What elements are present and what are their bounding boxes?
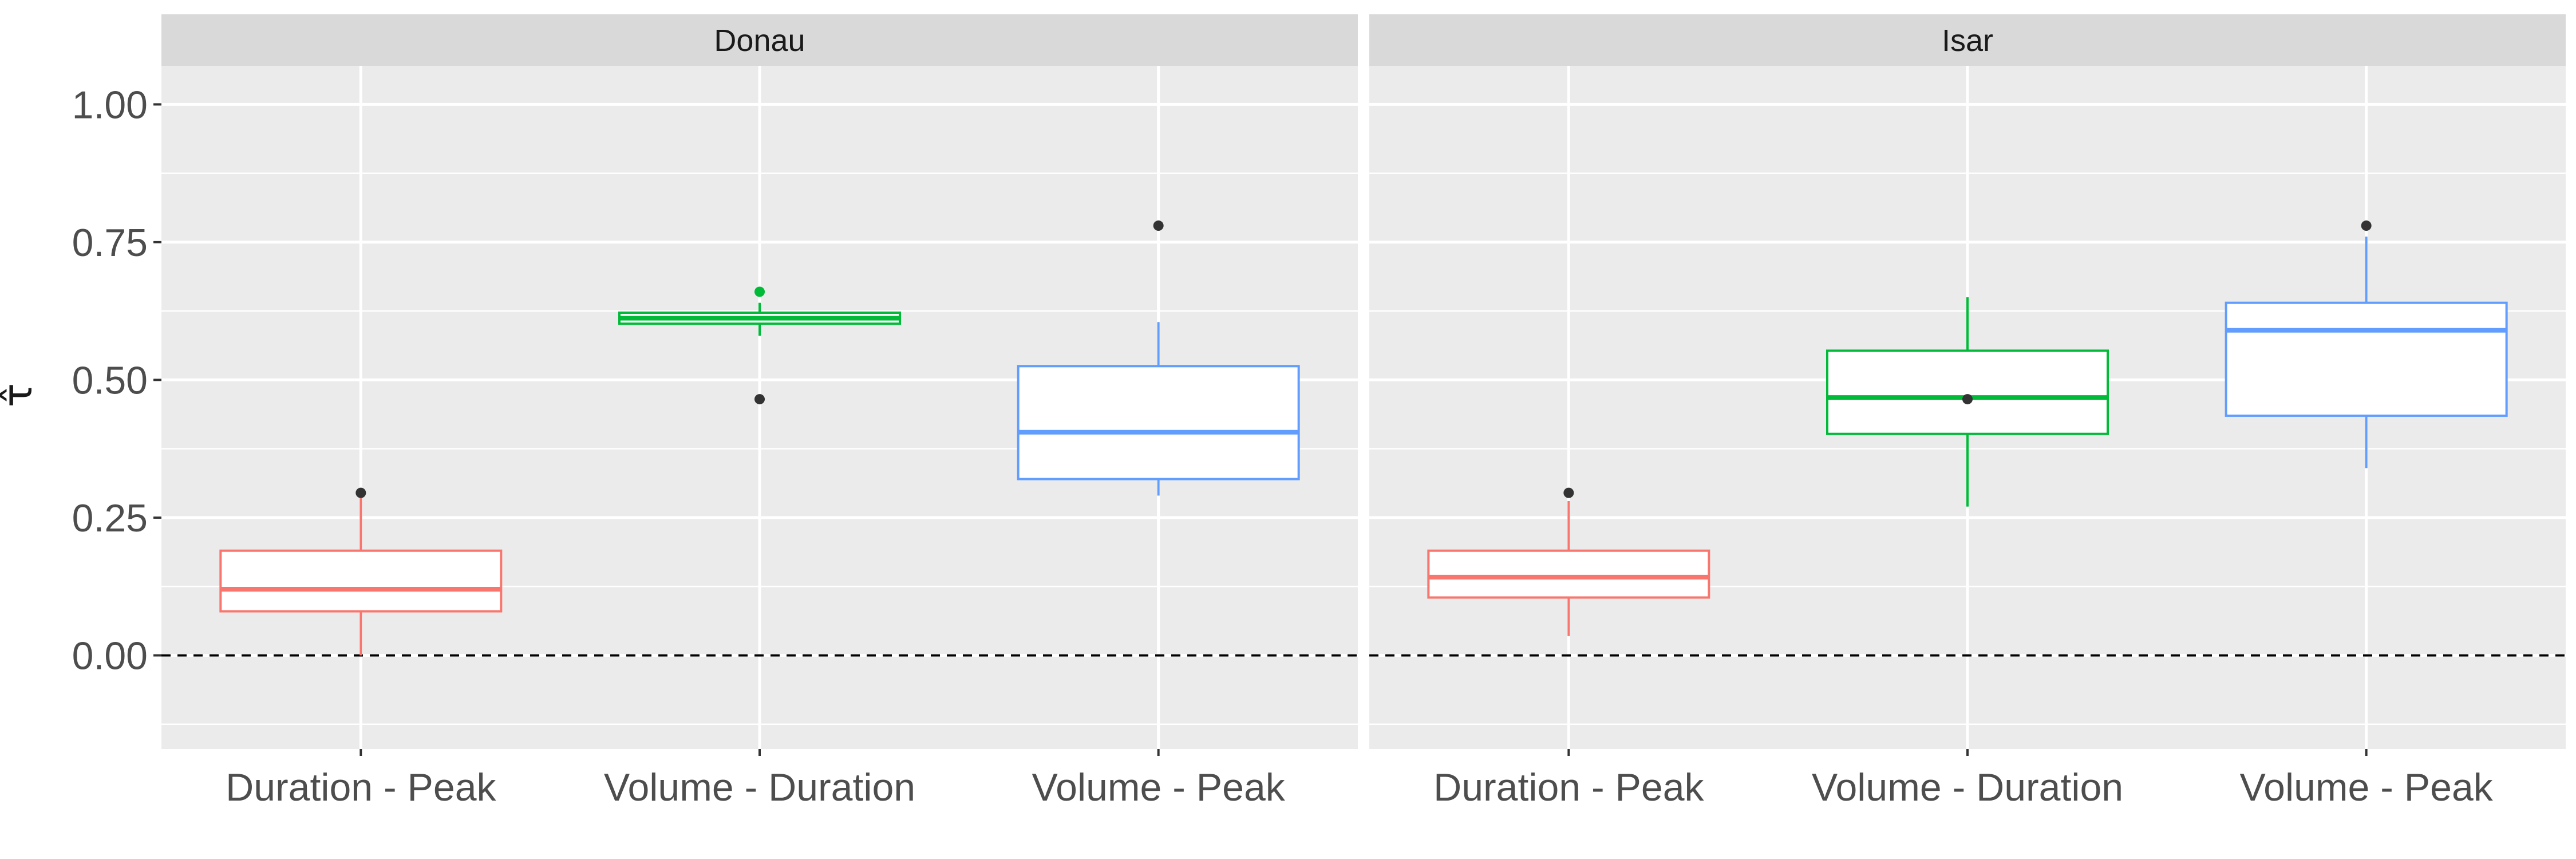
box-volume-peak: [2225, 220, 2508, 468]
outlier-point: [1153, 220, 1164, 231]
x-tick-label: Duration - Peak: [1433, 766, 1704, 809]
panels-layer: Donau Duration - Peak Volume - Duration Vol…: [161, 14, 2566, 809]
box-duration-peak: [1427, 487, 1710, 636]
box-volume-duration: [1826, 297, 2109, 507]
y-axis-title: τ̂: [0, 383, 41, 407]
panel-title: Donau: [714, 23, 805, 58]
box-iqr: [1017, 365, 1300, 480]
panel-strip: [161, 14, 1358, 66]
box-volume-duration: [618, 286, 901, 405]
x-tick-label: Volume - Peak: [1032, 766, 1286, 809]
outlier-point: [754, 394, 765, 405]
outlier-point: [2361, 220, 2372, 231]
x-tick-label: Volume - Duration: [604, 766, 915, 809]
box-duration-peak: [219, 487, 503, 656]
y-axis: 0.00 0.25 0.50 0.75 1.00: [72, 83, 161, 677]
outlier-point: [1962, 394, 1973, 405]
x-tick-label: Volume - Duration: [1812, 766, 2123, 809]
y-tick-label: 0.50: [72, 358, 148, 402]
box-iqr: [1427, 549, 1710, 599]
box-iqr: [2225, 301, 2508, 417]
x-tick-label: Volume - Peak: [2240, 766, 2494, 809]
box-volume-peak: [1017, 220, 1300, 496]
box-iqr: [219, 549, 503, 613]
panel-isar: Isar Duration - Peak Volume - Duration Volu…: [1369, 14, 2566, 809]
box-iqr: [1826, 349, 2109, 435]
y-tick-label: 0.25: [72, 497, 148, 540]
panel-title: Isar: [1942, 23, 1993, 58]
y-tick-label: 0.75: [72, 221, 148, 265]
panel-strip: [1369, 14, 2566, 66]
y-tick-label: 1.00: [72, 83, 148, 127]
outlier-point: [754, 286, 765, 297]
outlier-point: [355, 487, 366, 498]
outlier-point: [1563, 487, 1574, 498]
panel-donau: Donau Duration - Peak Volume - Duration Vol…: [161, 14, 1358, 809]
x-tick-label: Duration - Peak: [226, 766, 496, 809]
y-tick-label: 0.00: [72, 634, 148, 677]
